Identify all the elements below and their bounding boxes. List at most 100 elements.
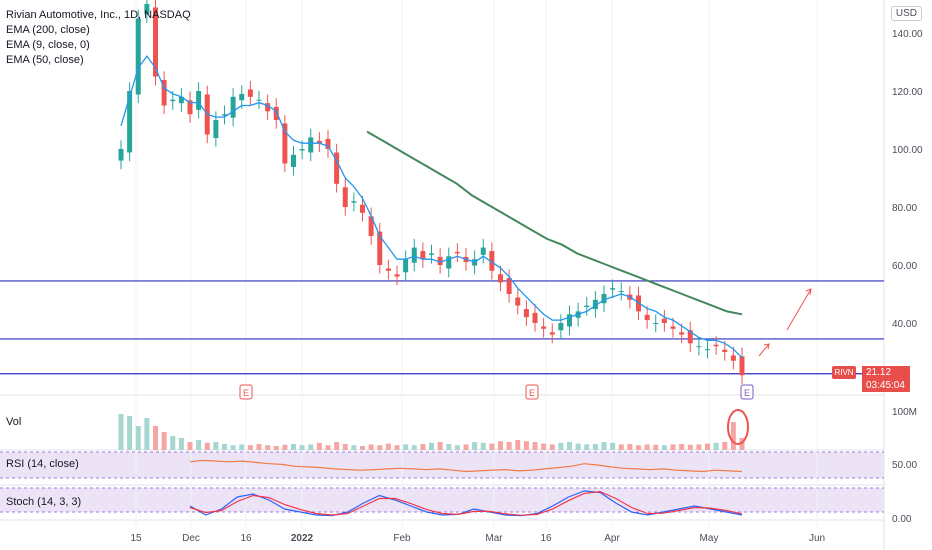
candle-body bbox=[454, 251, 460, 254]
stoch-d-line bbox=[189, 490, 743, 516]
volume-tick-label: 100M bbox=[892, 407, 917, 418]
volume-highlight-circle bbox=[727, 409, 749, 445]
volume-bar bbox=[446, 444, 452, 450]
last-price-value: 21.12 bbox=[862, 366, 910, 379]
y-tick-label: 40.00 bbox=[892, 319, 917, 330]
rsi-band bbox=[0, 452, 884, 478]
up-arrow-small-line bbox=[758, 343, 770, 357]
candle-body bbox=[351, 201, 357, 203]
x-tick-label: Jun bbox=[809, 533, 825, 544]
candle-body bbox=[213, 120, 219, 138]
volume-bar bbox=[713, 442, 719, 450]
x-tick-label: May bbox=[700, 533, 719, 544]
up-arrow-head bbox=[805, 288, 812, 296]
volume-bar bbox=[575, 443, 581, 450]
volume-bar bbox=[558, 442, 564, 450]
candle-body bbox=[739, 356, 745, 376]
y-tick-label: 100.00 bbox=[892, 145, 923, 156]
last-price-tag: RIVN 21.12 03:45:04 bbox=[832, 366, 932, 394]
candle-body bbox=[334, 152, 340, 184]
candle-body bbox=[187, 100, 193, 115]
volume-bar bbox=[463, 444, 469, 450]
legend-ema50: EMA (50, close) bbox=[6, 54, 84, 66]
volume-bar bbox=[204, 442, 210, 450]
candle-body bbox=[532, 312, 538, 323]
candle-body bbox=[316, 140, 322, 144]
volume-bar bbox=[256, 444, 262, 450]
volume-bar bbox=[411, 445, 417, 450]
volume-bar bbox=[730, 422, 736, 450]
volume-bar bbox=[118, 414, 124, 450]
candle-body bbox=[118, 149, 124, 161]
volume-bar bbox=[368, 444, 374, 450]
volume-bar bbox=[325, 445, 331, 450]
volume-bar bbox=[161, 432, 167, 450]
volume-bar bbox=[351, 445, 357, 450]
candle-body bbox=[273, 106, 279, 120]
candle-body bbox=[385, 268, 391, 271]
candle-body bbox=[584, 305, 590, 308]
candle-body bbox=[247, 89, 253, 97]
volume-bar bbox=[523, 441, 529, 450]
legend-ema200: EMA (200, close) bbox=[6, 24, 90, 36]
candle-body bbox=[170, 99, 176, 102]
candle-body bbox=[342, 187, 348, 207]
volume-bar bbox=[679, 444, 685, 450]
candle-body bbox=[437, 256, 443, 265]
candle-body bbox=[144, 4, 150, 15]
chart-legend: Rivian Automotive, Inc., 1D, NASDAQ EMA … bbox=[6, 8, 191, 68]
volume-bar bbox=[584, 444, 590, 450]
earnings-marker-label: E bbox=[744, 388, 750, 398]
ema9-line bbox=[120, 55, 743, 359]
candle-body bbox=[679, 332, 685, 335]
volume-bar bbox=[429, 442, 434, 450]
volume-bar bbox=[247, 445, 253, 450]
volume-bar bbox=[282, 444, 288, 450]
volume-bar bbox=[627, 444, 633, 450]
candle-body bbox=[153, 7, 158, 77]
candle-body bbox=[239, 93, 245, 101]
volume-bar bbox=[420, 444, 426, 450]
volume-bar bbox=[670, 444, 676, 450]
rsi-tick-label: 50.00 bbox=[892, 460, 917, 471]
candle-body bbox=[687, 330, 693, 344]
candle-body bbox=[696, 346, 702, 348]
volume-bar bbox=[722, 442, 728, 450]
volume-bar bbox=[178, 438, 184, 450]
y-tick-label: 120.00 bbox=[892, 87, 923, 98]
candle-body bbox=[567, 314, 572, 327]
volume-bar bbox=[610, 442, 616, 450]
volume-bar bbox=[222, 444, 227, 450]
candle-body bbox=[610, 288, 616, 290]
rsi-line bbox=[189, 459, 743, 473]
candle-body bbox=[135, 18, 141, 95]
volume-bar bbox=[377, 445, 383, 450]
volume-bar bbox=[291, 444, 296, 450]
volume-bar bbox=[696, 444, 702, 450]
x-tick-label: 2022 bbox=[291, 533, 314, 544]
x-tick-label: Feb bbox=[393, 533, 411, 544]
volume-bar bbox=[489, 443, 495, 450]
candle-body bbox=[705, 349, 710, 351]
volume-bar bbox=[273, 446, 279, 450]
volume-bar bbox=[187, 442, 193, 450]
volume-bar bbox=[567, 442, 572, 450]
stoch-k-line bbox=[189, 490, 743, 517]
currency-label[interactable]: USD bbox=[890, 6, 922, 21]
up-arrow-small-head bbox=[763, 343, 770, 350]
candle-body bbox=[480, 247, 486, 255]
stoch-pane-label: Stoch (14, 3, 3) bbox=[6, 496, 82, 508]
volume-bar bbox=[644, 444, 650, 450]
candle-body bbox=[230, 96, 236, 118]
x-tick-label: Mar bbox=[485, 533, 503, 544]
candle-body bbox=[523, 309, 529, 318]
volume-bar bbox=[515, 440, 521, 450]
volume-bar bbox=[360, 446, 365, 450]
volume-bar bbox=[549, 444, 555, 450]
earnings-marker-label: E bbox=[243, 388, 249, 398]
candle-body bbox=[411, 247, 417, 263]
legend-symbol: Rivian Automotive, Inc., 1D, NASDAQ bbox=[6, 9, 191, 21]
volume-bar bbox=[342, 444, 348, 450]
y-tick-label: 80.00 bbox=[892, 203, 917, 214]
